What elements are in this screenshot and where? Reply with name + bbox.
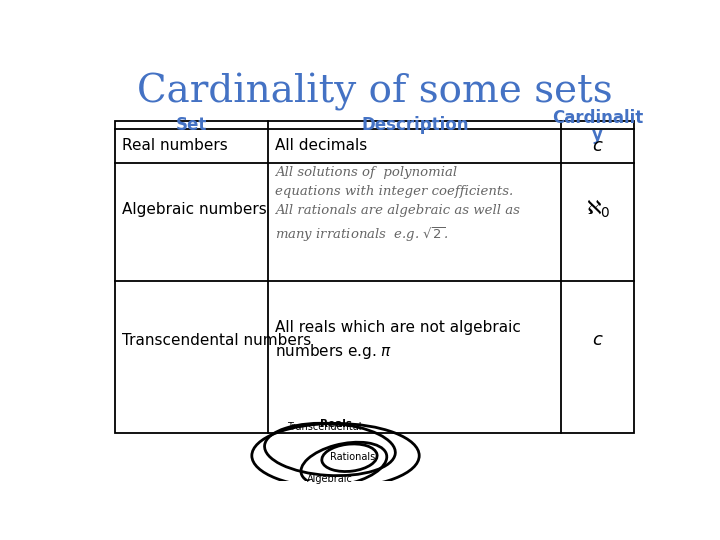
Bar xyxy=(115,121,634,433)
Text: $\aleph_0$: $\aleph_0$ xyxy=(585,198,610,220)
Text: y: y xyxy=(593,126,603,145)
Text: Cardinality of some sets: Cardinality of some sets xyxy=(137,73,613,111)
Text: Transcendental: Transcendental xyxy=(287,422,361,433)
Text: Description: Description xyxy=(361,116,469,134)
Text: All solutions of  polynomial
equations with integer coefficients.
All rationals : All solutions of polynomial equations wi… xyxy=(275,166,520,244)
Text: Algebraic numbers: Algebraic numbers xyxy=(122,202,266,217)
Text: Reals: Reals xyxy=(320,420,351,429)
Text: Rationals: Rationals xyxy=(330,452,375,462)
Text: Transcendental numbers: Transcendental numbers xyxy=(122,333,311,348)
Text: Algebraic: Algebraic xyxy=(307,474,353,483)
Text: All reals which are not algebraic
numbers e.g. $\pi$: All reals which are not algebraic number… xyxy=(275,320,521,361)
Text: $c$: $c$ xyxy=(592,331,603,349)
Text: Real numbers: Real numbers xyxy=(122,138,228,153)
Text: Set: Set xyxy=(176,116,207,134)
Text: $c$: $c$ xyxy=(592,137,603,155)
Text: Cardinalit: Cardinalit xyxy=(552,109,644,126)
Text: All decimals: All decimals xyxy=(275,138,367,153)
